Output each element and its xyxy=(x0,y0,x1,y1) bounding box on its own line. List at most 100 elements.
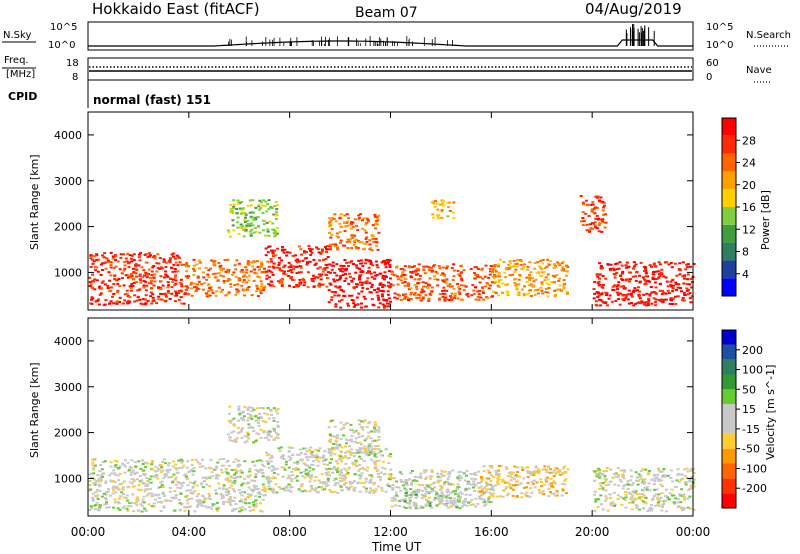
heatmap-cell xyxy=(406,282,410,285)
heatmap-cell xyxy=(604,221,608,224)
heatmap-cell xyxy=(346,304,350,307)
heatmap-cell xyxy=(294,254,298,257)
heatmap-cell xyxy=(334,243,337,246)
heatmap-cell xyxy=(310,277,314,280)
heatmap-cell xyxy=(594,226,598,229)
heatmap-cell xyxy=(340,460,343,463)
heatmap-cell xyxy=(166,281,170,284)
heatmap-cell xyxy=(511,471,515,474)
heatmap-cell xyxy=(246,260,250,262)
heatmap-cell xyxy=(176,292,180,294)
heatmap-cell xyxy=(655,270,659,273)
heatmap-cell xyxy=(477,487,481,489)
heatmap-cell xyxy=(266,203,269,206)
heatmap-cell xyxy=(319,283,323,286)
heatmap-cell xyxy=(156,253,160,256)
heatmap-cell xyxy=(676,468,680,471)
heatmap-cell xyxy=(420,288,424,291)
heatmap-cell xyxy=(488,268,492,270)
heatmap-cell xyxy=(472,503,475,506)
heatmap-cell xyxy=(291,474,294,477)
heatmap-cell xyxy=(531,277,534,280)
heatmap-cell xyxy=(230,499,234,502)
heatmap-cell xyxy=(189,505,192,508)
heatmap-cell xyxy=(321,270,325,273)
heatmap-cell xyxy=(635,504,639,507)
heatmap-cell xyxy=(608,496,612,499)
heatmap-cell xyxy=(172,278,176,281)
heatmap-cell xyxy=(141,298,145,301)
heatmap-cell xyxy=(126,274,130,277)
heatmap-cell xyxy=(139,468,143,470)
heatmap-cell xyxy=(549,468,552,471)
heatmap-cell xyxy=(374,260,378,263)
heatmap-cell xyxy=(234,503,238,505)
heatmap-cell xyxy=(454,292,457,295)
heatmap-cell xyxy=(264,247,268,250)
heatmap-cell xyxy=(324,250,328,253)
heatmap-cell xyxy=(340,480,344,482)
heatmap-cell xyxy=(308,490,312,493)
heatmap-cell xyxy=(334,439,338,442)
heatmap-cell xyxy=(676,295,680,298)
heatmap-cell xyxy=(378,282,382,285)
heatmap-cell xyxy=(658,275,662,277)
heatmap-cell xyxy=(439,473,443,476)
heatmap-cell xyxy=(644,468,648,471)
heatmap-cell xyxy=(404,489,408,491)
heatmap-cell xyxy=(243,289,246,291)
heatmap-cell xyxy=(647,508,651,511)
heatmap-cell xyxy=(628,501,632,504)
x-tick-label: 08:00 xyxy=(272,525,307,539)
heatmap-cell xyxy=(320,486,324,489)
heatmap-cell xyxy=(417,476,421,479)
heatmap-cell xyxy=(615,285,619,288)
heatmap-cell xyxy=(549,260,553,262)
heatmap-cell xyxy=(465,504,469,507)
heatmap-cell xyxy=(287,261,291,264)
heatmap-cell xyxy=(154,498,158,501)
heatmap-cell xyxy=(326,477,330,480)
heatmap-cell xyxy=(641,489,645,492)
heatmap-cell xyxy=(170,286,174,289)
heatmap-cell xyxy=(113,498,117,501)
heatmap-cell xyxy=(288,476,292,479)
heatmap-cell xyxy=(237,262,241,265)
heatmap-cell xyxy=(381,275,385,277)
heatmap-cell xyxy=(381,466,385,469)
heatmap-cell xyxy=(429,294,433,296)
heatmap-cell xyxy=(373,271,377,274)
heatmap-cell xyxy=(472,483,476,485)
heatmap-cell xyxy=(403,500,407,503)
heatmap-cell xyxy=(560,482,564,485)
heatmap-cell xyxy=(154,465,158,468)
heatmap-cell xyxy=(277,447,281,450)
heatmap-cell xyxy=(168,468,172,471)
heatmap-cell xyxy=(243,415,246,418)
heatmap-cell xyxy=(323,246,327,248)
heatmap-cell xyxy=(539,275,543,277)
heatmap-cell xyxy=(412,492,415,495)
heatmap-cell xyxy=(211,505,215,508)
heatmap-cell xyxy=(456,483,460,486)
heatmap-cell xyxy=(243,218,247,221)
heatmap-cell xyxy=(473,471,477,474)
heatmap-cell xyxy=(254,473,258,476)
heatmap-cell xyxy=(540,290,544,292)
heatmap-cell xyxy=(352,451,355,454)
heatmap-cell xyxy=(95,480,99,483)
heatmap-cell xyxy=(634,302,638,305)
heatmap-cell xyxy=(334,435,338,438)
heatmap-cell xyxy=(114,491,118,494)
heatmap-cell xyxy=(523,285,526,288)
heatmap-cell xyxy=(108,279,112,282)
nsky-panel: N.Sky 10^5 10^0 10^5 10^0 N.Search xyxy=(2,21,791,51)
heatmap-cell xyxy=(389,473,393,476)
heatmap-cell xyxy=(254,495,258,498)
heatmap-cell xyxy=(270,284,274,287)
heatmap-cell xyxy=(585,204,589,207)
heatmap-cell xyxy=(545,469,549,471)
heatmap-cell xyxy=(664,495,668,497)
heatmap-cell xyxy=(258,495,261,498)
heatmap-cell xyxy=(151,300,155,303)
